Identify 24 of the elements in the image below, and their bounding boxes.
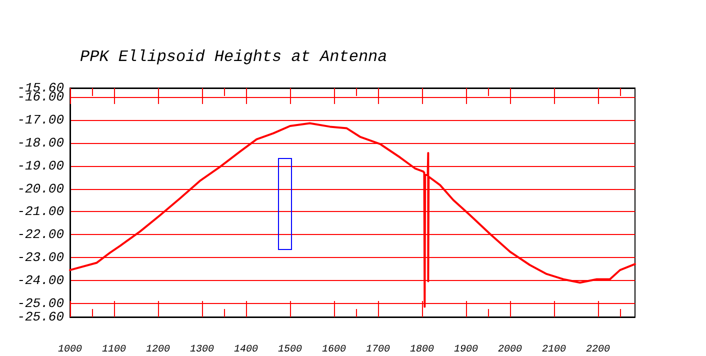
y-tick-label: -18.00 [17,135,64,150]
x-tick-label: 1900 [454,344,478,356]
x-tick-label: 1700 [366,344,390,356]
y-tick-label: -19.00 [17,158,64,174]
x-tick-label: 1600 [322,344,346,356]
x-tick-label: 2200 [586,344,610,356]
x-tick-label: 1800 [410,344,434,356]
x-tick-label: 1500 [278,344,302,356]
y-tick-label: -23.00 [17,250,64,265]
y-tick-label: -25.00 [17,296,64,311]
chart-title: PPK Ellipsoid Heights at Antenna [80,48,388,66]
y-tick-label: -24.00 [17,272,64,288]
x-tick-label: 2000 [498,344,522,356]
y-tick-label: -21.00 [17,204,64,220]
y-tick-label: -17.00 [17,112,64,128]
x-tick-label: 2100 [542,344,566,356]
y-tick-label: -25.60 [17,310,64,324]
x-tick-label: 1200 [146,344,170,356]
x-tick-label: 1300 [190,344,214,356]
x-tick-label: 1100 [102,344,126,356]
y-tick-label: -22.00 [17,227,64,242]
y-tick-label: -20.00 [17,181,64,196]
x-tick-label: 1400 [234,344,258,356]
x-tick-label: 1000 [58,344,82,356]
